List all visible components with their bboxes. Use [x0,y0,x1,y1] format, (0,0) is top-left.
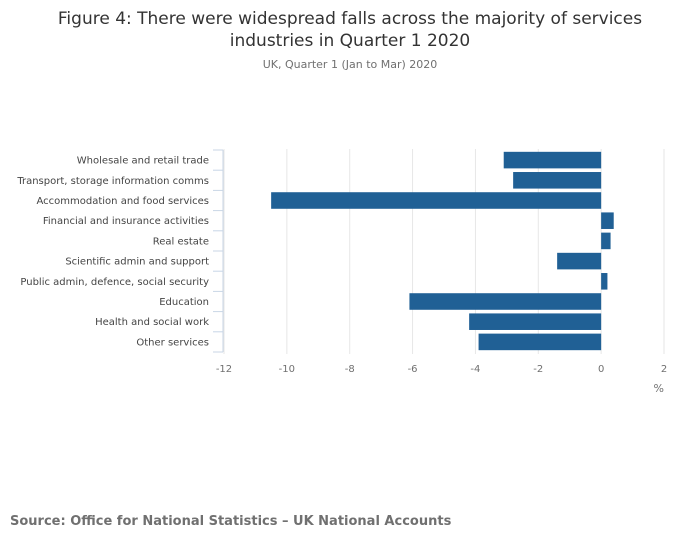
y-category-label: Wholesale and retail trade [77,156,209,167]
y-axis-labels: Wholesale and retail trade Transport, sto… [16,156,209,349]
bar [503,151,602,169]
y-category-label: Transport, storage information comms [16,176,209,187]
x-tick-label: -12 [216,364,232,375]
y-category-label: Scientific admin and support [65,257,209,268]
x-tick-label: 2 [661,364,667,375]
y-category-label: Other services [136,337,209,348]
y-category-label: Health and social work [95,317,209,328]
bar [469,313,602,330]
chart-title: Figure 4: There were widespread falls ac… [0,8,700,52]
y-category-label: Public admin, defence, social security [20,277,209,288]
bar [601,273,608,290]
x-tick-label: 0 [598,364,604,375]
y-axis-ticks [213,149,224,353]
bar [557,252,602,270]
bar [601,232,611,250]
y-category-label: Real estate [153,236,209,247]
bar [478,333,602,351]
x-tick-label: -10 [279,364,295,375]
y-category-label: Accommodation and food services [37,196,210,207]
x-tick-label: -2 [533,364,543,375]
x-axis-labels: -12 -10 -8 -6 -4 -2 0 2 [216,364,667,375]
bar [409,293,602,310]
source-note: Source: Office for National Statistics –… [10,514,452,529]
x-tick-label: -8 [345,364,355,375]
bar [513,172,602,189]
y-category-label: Education [159,297,209,308]
x-axis-title: % [654,382,664,395]
chart-subtitle: UK, Quarter 1 (Jan to Mar) 2020 [262,58,438,71]
x-tick-label: -6 [408,364,418,375]
bar [271,192,602,209]
bars [271,151,614,351]
y-category-label: Financial and insurance activities [43,216,209,227]
chart-title-line-1: Figure 4: There were widespread falls ac… [57,9,643,29]
x-tick-label: -4 [470,364,480,375]
chart-title-line-2: industries in Quarter 1 2020 [229,31,471,51]
bar [601,212,614,229]
